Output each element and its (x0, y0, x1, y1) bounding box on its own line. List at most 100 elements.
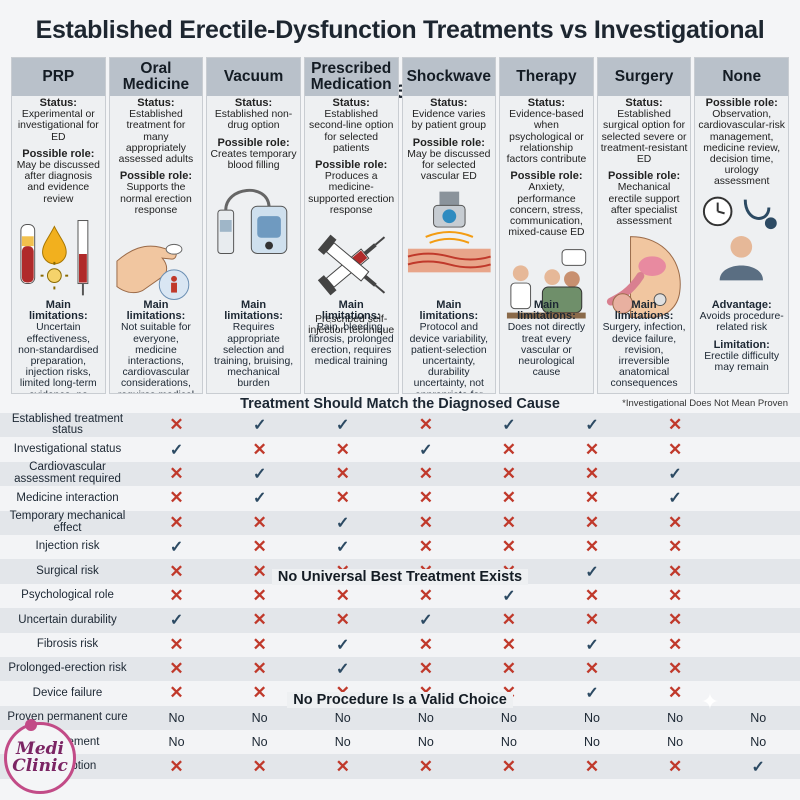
cell-x-icon: ✕ (667, 585, 683, 605)
cell-x-icon: ✕ (584, 512, 600, 532)
table-row: Prolonged-erection risk ✕ ✕ ✓ ✕ ✕ ✕ ✕ (0, 656, 800, 682)
cell-x-icon: ✕ (169, 561, 184, 581)
row-label: Established treatment status (11, 412, 124, 437)
role-text: Creates temporary blood filling (210, 148, 297, 172)
card-title: Oral Medicine (109, 58, 203, 96)
hand-pill-icon (113, 219, 200, 311)
treatment-card: Therapy Status: Evidence-based when psycho… (499, 57, 594, 394)
cell-x-icon: ✕ (418, 488, 433, 508)
limitations: Main limitations: Does not directly treat… (503, 299, 590, 378)
role-text: May be discussed after diagnosis and evi… (16, 160, 100, 205)
shockwave-probe-icon (406, 185, 493, 277)
cell-x-icon: ✕ (667, 683, 683, 703)
table-row: dure option✕✕✕✕✕✕✕✓ (0, 754, 800, 779)
table-cell: No (417, 710, 434, 725)
cell-x-icon: ✕ (667, 537, 683, 557)
top-banner: Treatment Should Match the Diagnosed Cau… (0, 395, 800, 413)
limitations-label: Main limitations: (126, 299, 186, 323)
comparison-table: Established treatment status ✕ ✓ ✓ ✕ ✓ ✓ ✕ Inves… (0, 413, 800, 779)
table-row: Cardiovascular assessment required ✕ ✓ ✕ ✕ ✕ ✕… (0, 462, 800, 487)
cell-x-icon: ✕ (501, 537, 517, 557)
limitations-label: Main limitations: (28, 299, 88, 323)
role-text: Supports the normal erection response (120, 182, 192, 216)
table-cell: No (584, 735, 600, 750)
syringe-icon (308, 219, 395, 311)
cell-x-icon: ✕ (335, 439, 350, 459)
table-cell: No (417, 735, 434, 750)
limitations-label: Main limitations: (321, 299, 381, 323)
cell-x-icon: ✕ (169, 756, 184, 776)
status-label: Status: (234, 97, 273, 109)
status-text: Experimental or investigational for ED (17, 109, 99, 143)
extra-text: Erectile difficulty may remain (704, 350, 780, 374)
therapy-session-icon (503, 241, 590, 333)
cell-x-icon: ✕ (252, 610, 267, 630)
status-label: Status: (137, 97, 175, 109)
cell-x-icon: ✕ (418, 537, 433, 557)
cell-x-icon: ✕ (667, 415, 683, 435)
cell-x-icon: ✕ (667, 512, 683, 532)
card-title: Surgery (597, 58, 691, 96)
cell-x-icon: ✕ (169, 512, 184, 532)
limitations-text: Not suitable for everyone, medicine inte… (118, 322, 194, 393)
limitations: Main limitations: Pain, bleeding, fibrosi… (308, 299, 395, 368)
row-label: Device failure (32, 686, 103, 699)
limitations-label: Main limitations: (224, 299, 283, 323)
status-text: Observation, cardiovascular-risk managem… (698, 109, 785, 188)
limitations-text: Uncertain effectiveness, non-standardise… (18, 322, 99, 393)
cell-x-icon: ✕ (252, 537, 267, 557)
status-label: Possible role: (705, 97, 778, 109)
status-text: Evidence-based when psychological or rel… (506, 109, 587, 166)
row-label: Fibrosis risk (36, 637, 99, 650)
table-cell: No (334, 710, 351, 725)
row-label: Temporary mechanical effect (9, 510, 126, 534)
table-row: Temporary mechanical effect ✕ ✕ ✓ ✕ ✕ ✕ ✕ (0, 511, 800, 535)
cell-x-icon: ✕ (418, 561, 433, 581)
cell-x-icon: ✕ (501, 512, 517, 532)
table-cell: No (667, 735, 684, 750)
cell-check-icon: ✓ (252, 417, 267, 435)
card-title: Prescribed Medication (304, 58, 398, 96)
logo-dot-icon (25, 719, 37, 731)
limitations-text: Pain, bleeding, fibrosis, prolonged erec… (308, 322, 394, 368)
cell-x-icon: ✕ (584, 463, 600, 483)
cell-x-icon: ✕ (335, 610, 350, 630)
limitations-label: Main limitations: (419, 299, 479, 323)
cell-x-icon: ✕ (667, 659, 683, 679)
cell-x-icon: ✕ (169, 415, 184, 435)
role-label: Possible role: (22, 147, 95, 160)
table-cell: No (500, 735, 517, 750)
table-cell: No (584, 710, 600, 725)
cell-x-icon: ✕ (667, 561, 683, 581)
banner-heading: Treatment Should Match the Diagnosed Cau… (240, 396, 560, 412)
cell-x-icon: ✕ (501, 488, 517, 508)
cell-x-icon: ✕ (501, 561, 517, 581)
cell-x-icon: ✕ (335, 683, 350, 703)
role-label: Possible role: (510, 170, 583, 183)
clock-stethoscope-person-icon (698, 191, 785, 283)
cell-x-icon: ✕ (584, 488, 600, 508)
cell-x-icon: ✕ (252, 756, 267, 776)
cell-x-icon: ✕ (418, 415, 433, 435)
cell-check-icon: ✓ (336, 539, 350, 557)
limitations: Main limitations: Not suitable for everyo… (113, 299, 200, 393)
cell-x-icon: ✕ (252, 634, 267, 654)
cell-x-icon: ✕ (501, 634, 517, 654)
cell-x-icon: ✕ (418, 512, 433, 532)
cell-check-icon: ✓ (336, 661, 350, 679)
cell-x-icon: ✕ (667, 634, 683, 654)
cell-x-icon: ✕ (335, 585, 350, 605)
cell-x-icon: ✕ (418, 756, 433, 776)
card-title: Vacuum (207, 58, 300, 96)
cell-check-icon: ✓ (668, 465, 682, 483)
cell-check-icon: ✓ (169, 539, 184, 557)
cell-x-icon: ✕ (501, 610, 517, 630)
cell-x-icon: ✕ (252, 659, 267, 679)
treatment-card: Prescribed Medication Status: Established … (303, 57, 399, 394)
page-title: Established Erectile-Dysfunction Treatme… (35, 16, 765, 104)
cell-x-icon: ✕ (252, 439, 267, 459)
cell-x-icon: ✕ (501, 439, 517, 459)
cell-x-icon: ✕ (335, 756, 350, 776)
cell-check-icon: ✓ (252, 490, 267, 508)
table-cell: No (168, 735, 185, 750)
